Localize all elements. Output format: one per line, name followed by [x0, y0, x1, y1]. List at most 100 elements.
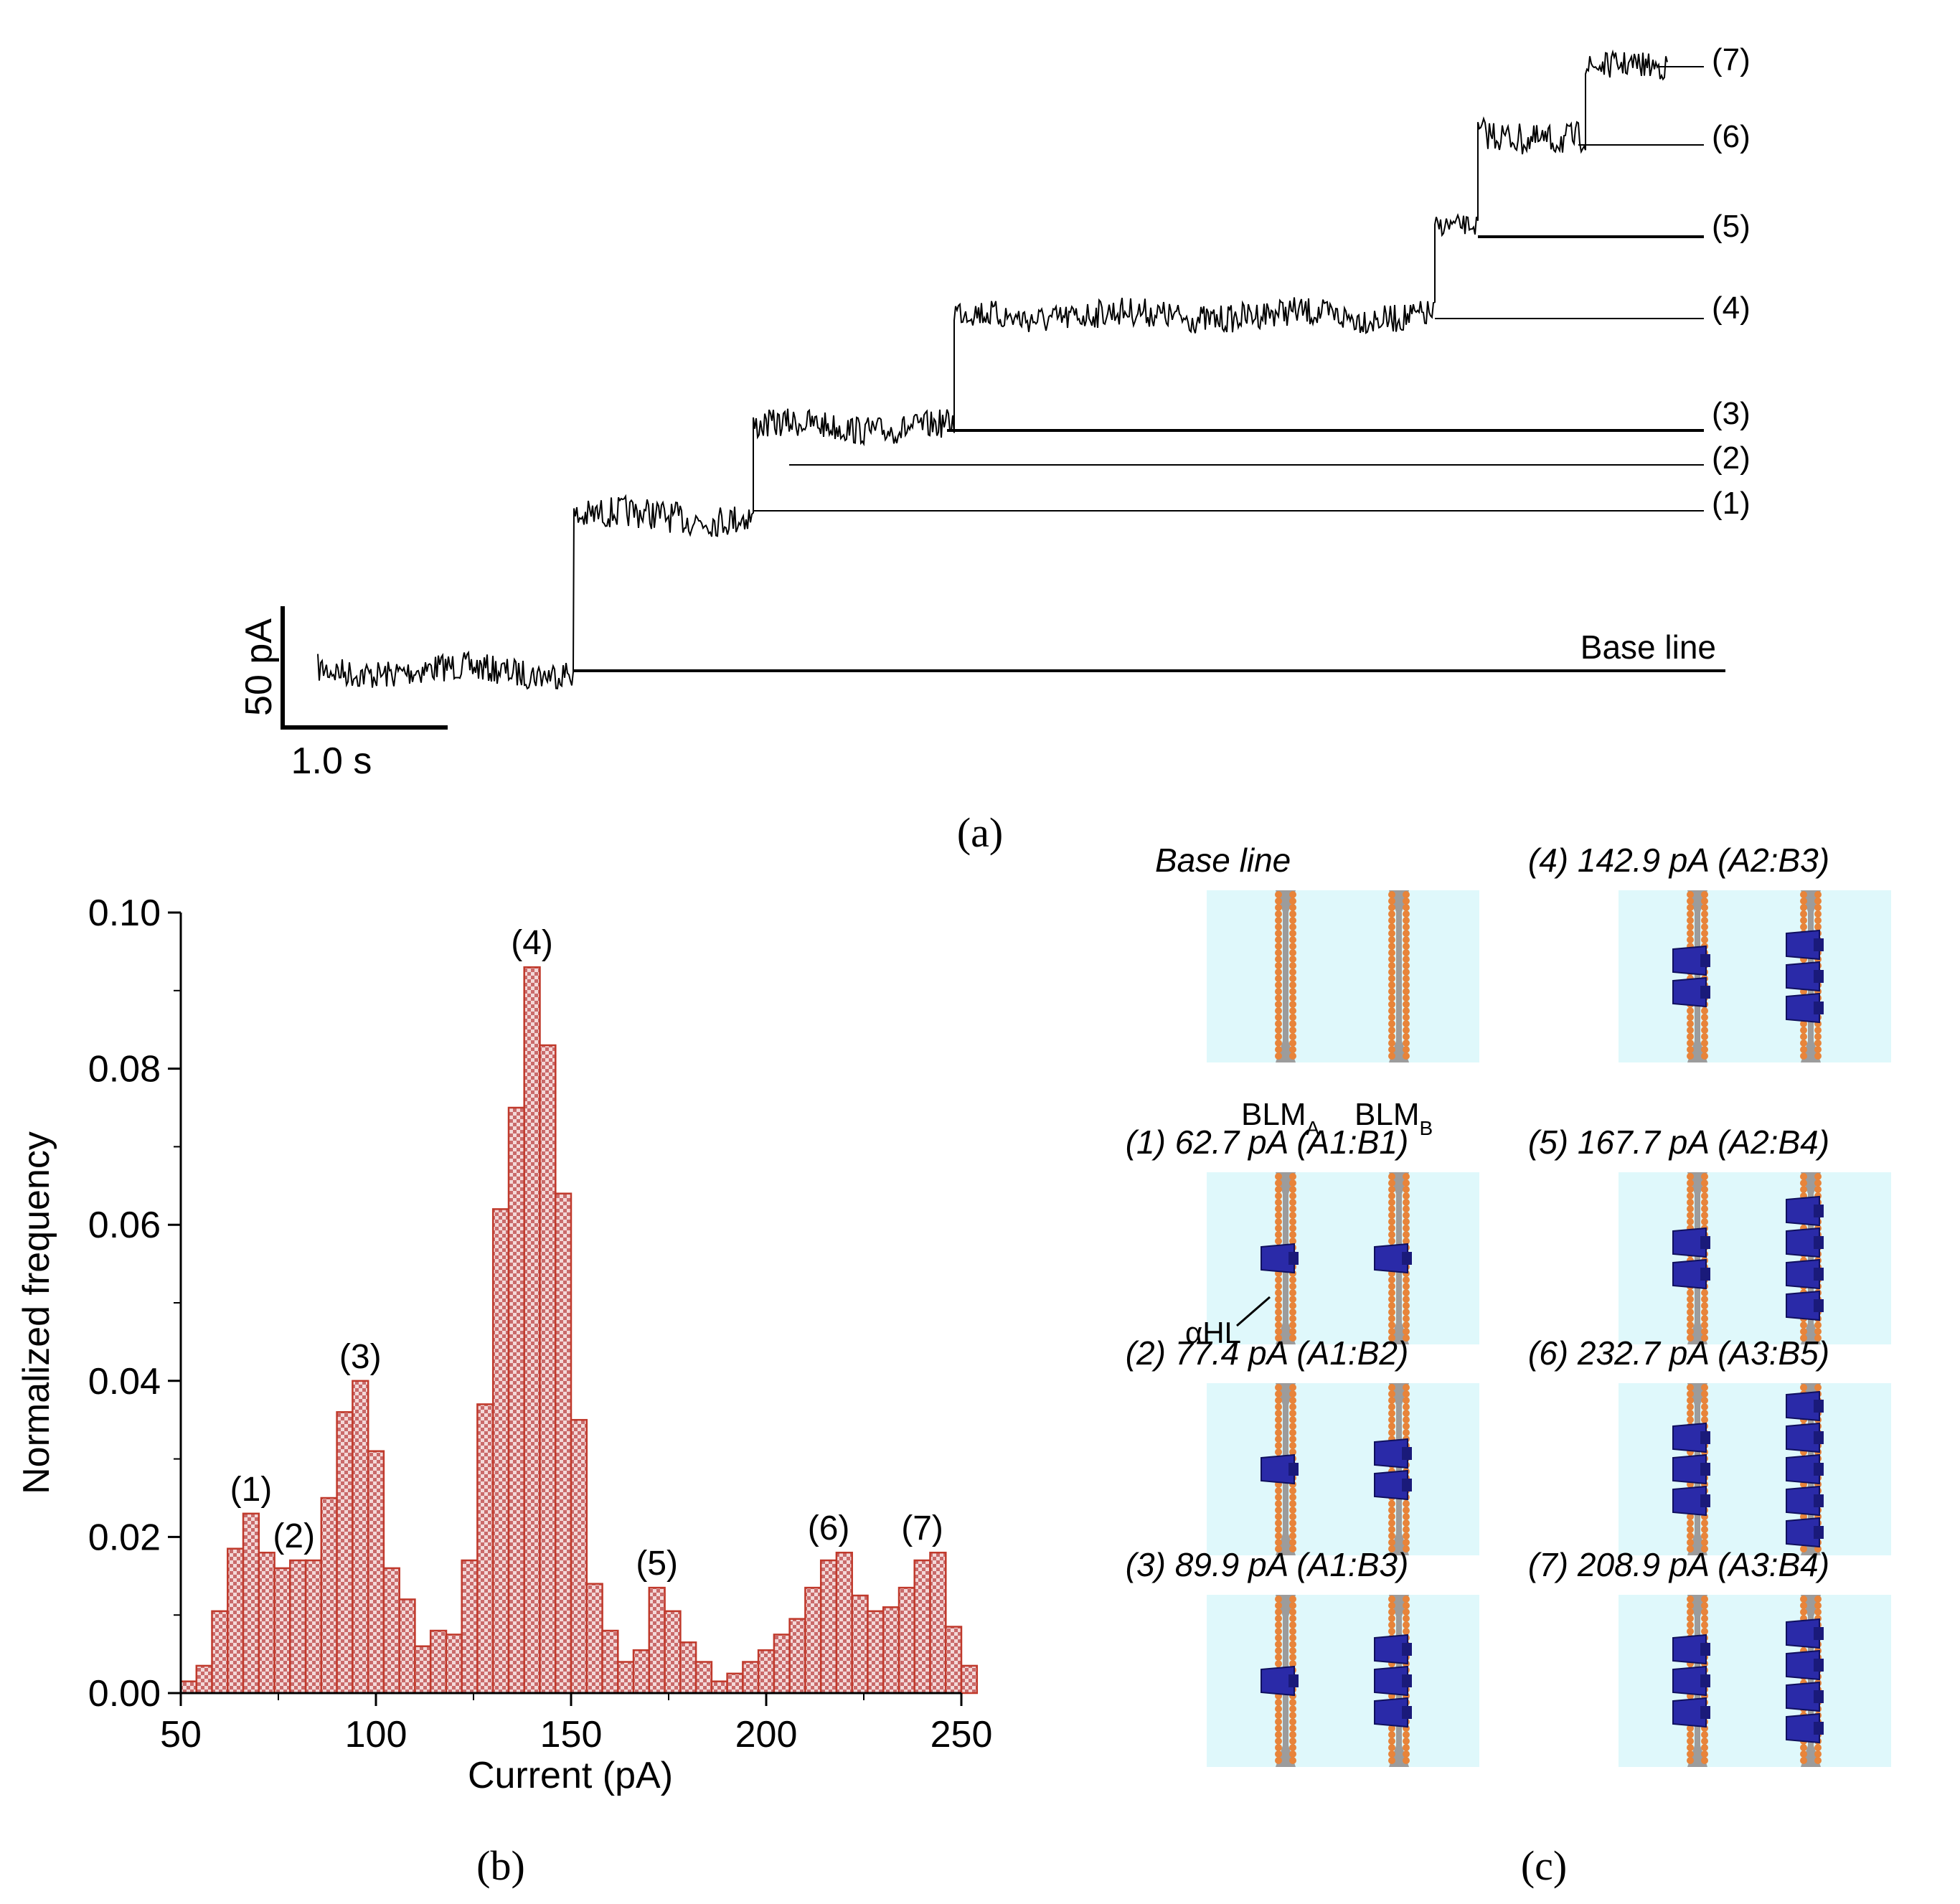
- lipid-head: [1289, 1225, 1296, 1232]
- lipid-head: [1687, 1744, 1694, 1751]
- lipid-head: [1701, 1532, 1708, 1540]
- lipid-head: [1289, 1199, 1296, 1206]
- alpha-hl-stem: [1402, 1447, 1412, 1460]
- lipid-head: [1687, 1027, 1694, 1034]
- histogram-bar: [788, 1618, 806, 1695]
- lipid-head: [1275, 1526, 1282, 1533]
- lipid-head: [1701, 1173, 1708, 1180]
- lipid-head: [1289, 930, 1296, 937]
- lipid-head: [1701, 1027, 1708, 1034]
- lipid-head: [1800, 897, 1807, 905]
- lipid-head: [1289, 1001, 1296, 1008]
- lipid-head: [1289, 1027, 1296, 1034]
- lipid-head: [1275, 1199, 1282, 1206]
- lipid-head: [1687, 1296, 1694, 1303]
- lipid-head: [1403, 891, 1410, 898]
- lipid-head: [1687, 1757, 1694, 1764]
- alpha-hl-pore: [1786, 1712, 1820, 1744]
- lipid-head: [1814, 1179, 1822, 1187]
- lipid-head: [1275, 1654, 1282, 1661]
- y-axis-label: Normalized frequency: [16, 1131, 57, 1494]
- lipid-head: [1275, 1007, 1282, 1014]
- lipid-head: [1289, 1052, 1296, 1060]
- lipid-head: [1701, 1321, 1708, 1329]
- lipid-head: [1687, 1608, 1694, 1616]
- lipid-head: [1687, 904, 1694, 911]
- alpha-hl-pore: [1261, 1243, 1295, 1274]
- histogram-bar: [570, 1418, 588, 1695]
- lipid-head: [1289, 1621, 1296, 1629]
- peak-label: (7): [901, 1509, 943, 1547]
- lipid-head: [1388, 1001, 1395, 1008]
- lipid-head: [1701, 1296, 1708, 1303]
- lipid-head: [1687, 897, 1694, 905]
- lipid-head: [1289, 1040, 1296, 1047]
- lipid-head: [1275, 1442, 1282, 1449]
- lipid-head: [1814, 1334, 1822, 1342]
- lipid-head: [1388, 1532, 1395, 1540]
- scale-bar: [281, 606, 448, 730]
- lipid-head: [1275, 1403, 1282, 1410]
- lipid-head: [1403, 962, 1410, 969]
- histogram-bar: [835, 1551, 853, 1695]
- histogram-bar: [867, 1610, 885, 1695]
- lipid-head: [1687, 1309, 1694, 1316]
- lipid-head: [1275, 1487, 1282, 1494]
- histogram-axes: 50 100 150 200 250 0.00 0.02 0.04 0.06 0.08 0.10: [88, 892, 993, 1755]
- histogram-bar: [539, 1044, 557, 1695]
- lipid-head: [1275, 1731, 1282, 1738]
- lipid-head: [1289, 1500, 1296, 1507]
- lipid-head: [1289, 1507, 1296, 1514]
- lipid-head: [1289, 1654, 1296, 1661]
- scheme-1: (1) 62.7 pA (A1:B1): [1126, 1123, 1479, 1344]
- lipid-head: [1275, 1020, 1282, 1027]
- lipid-head: [1403, 1507, 1410, 1514]
- lipid-head: [1701, 930, 1708, 937]
- lipid-head: [1275, 1539, 1282, 1546]
- alpha-hl-stem: [1700, 1463, 1710, 1476]
- lipid-head: [1388, 1429, 1395, 1436]
- chamber: [1619, 1172, 1891, 1344]
- lipid-head: [1275, 1750, 1282, 1758]
- lipid-head: [1275, 949, 1282, 956]
- lipid-head: [1289, 1014, 1296, 1021]
- lipid-head: [1275, 1283, 1282, 1290]
- alpha-hl-stem: [1814, 938, 1824, 951]
- lipid-head: [1800, 891, 1807, 898]
- lipid-head: [1388, 1225, 1395, 1232]
- lipid-head: [1701, 1334, 1708, 1342]
- histogram-bar: [367, 1450, 385, 1695]
- lipid-head: [1289, 1289, 1296, 1296]
- y-tick-label: 0.04: [88, 1361, 161, 1403]
- alpha-hl-stem: [1700, 1706, 1710, 1719]
- lipid-head: [1701, 1621, 1708, 1629]
- lipid-head: [1687, 1596, 1694, 1603]
- lipid-head: [1403, 1416, 1410, 1423]
- histogram-bar: [601, 1629, 619, 1695]
- x-tick-label: 250: [930, 1714, 993, 1755]
- lipid-head: [1289, 1231, 1296, 1238]
- alpha-hl-pore: [1374, 1243, 1408, 1274]
- lipid-head: [1701, 1186, 1708, 1193]
- lipid-head: [1275, 1628, 1282, 1635]
- lipid-head: [1275, 1596, 1282, 1603]
- histogram-bar: [554, 1192, 573, 1695]
- lipid-head: [1800, 1046, 1807, 1053]
- lipid-head: [1289, 1718, 1296, 1725]
- scheme-title: (6) 232.7 pA (A3:B5): [1528, 1334, 1829, 1372]
- histogram-bar: [352, 1380, 369, 1695]
- lipid-head: [1388, 1014, 1395, 1021]
- lipid-head: [1701, 1403, 1708, 1410]
- lipid-head: [1687, 1212, 1694, 1219]
- lipid-head: [1388, 994, 1395, 1002]
- lipid-head: [1403, 988, 1410, 995]
- lipid-head: [1289, 1647, 1296, 1654]
- lipid-head: [1701, 1526, 1708, 1533]
- lipid-head: [1403, 1231, 1410, 1238]
- lipid-head: [1687, 1052, 1694, 1060]
- alpha-hl-stem: [1700, 1674, 1710, 1687]
- alpha-hl-stem: [1402, 1706, 1412, 1719]
- lipid-head: [1275, 1513, 1282, 1520]
- alpha-hl-stem: [1288, 1674, 1299, 1687]
- lipid-head: [1388, 1283, 1395, 1290]
